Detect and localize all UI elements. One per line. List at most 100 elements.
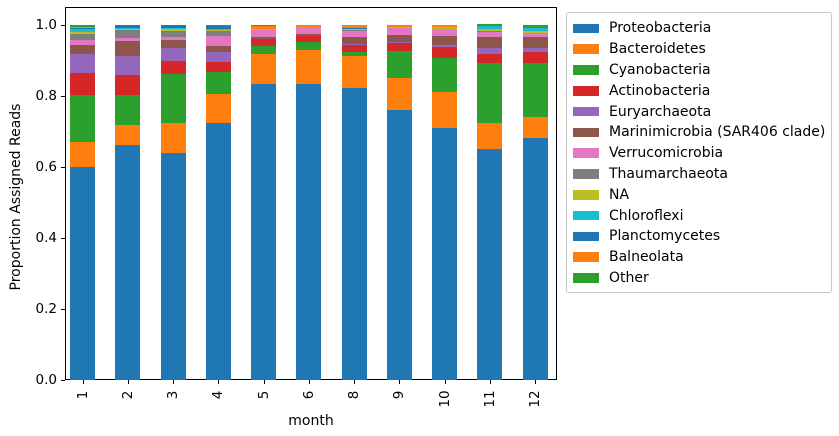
y-tick-label: 0.4 — [35, 230, 57, 246]
bar-segment — [522, 116, 548, 138]
legend-swatch — [573, 86, 599, 96]
bar-segment — [251, 29, 276, 38]
bar-segment — [477, 122, 503, 149]
legend-swatch — [573, 252, 599, 262]
bar-segment — [115, 29, 141, 31]
legend-label: Proteobacteria — [609, 20, 712, 37]
x-tick-label: 9 — [391, 390, 408, 400]
bar-segment — [115, 55, 141, 76]
x-tick-label: 1 — [74, 390, 91, 400]
bar-segment — [70, 95, 95, 143]
bar-segment — [205, 51, 231, 62]
bar-segment — [432, 27, 457, 29]
x-tick-label: 3 — [165, 390, 181, 400]
bar-segment — [115, 37, 141, 41]
legend-label: Other — [609, 269, 649, 286]
bar-segment — [205, 25, 231, 29]
bar-segment — [251, 37, 276, 39]
bar-segment — [522, 137, 548, 380]
bar-segment — [522, 25, 548, 28]
bar-segment — [160, 25, 186, 28]
x-tick-label: 12 — [527, 390, 543, 408]
bar-segment — [115, 25, 141, 28]
bar-segment — [341, 55, 367, 88]
legend-item: Bacteroidetes — [573, 39, 831, 60]
bar-segment — [205, 122, 231, 380]
y-axis-label: Proportion Assigned Reads — [8, 103, 24, 291]
bar-segment — [70, 27, 95, 29]
x-tick-mark — [218, 380, 220, 384]
legend-item: Chloroflexi — [573, 205, 831, 226]
bar-segment — [341, 37, 367, 45]
bar-segment — [477, 148, 503, 380]
bar-segment — [341, 87, 367, 380]
legend-swatch — [573, 169, 599, 179]
legend-label: Balneolata — [609, 249, 684, 266]
legend-label: Euryarchaeota — [609, 103, 712, 120]
bar-segment — [386, 78, 412, 111]
y-tick-mark — [61, 25, 65, 26]
legend-item: Balneolata — [573, 247, 831, 268]
bar-segment — [251, 53, 276, 84]
bar-segment — [160, 61, 186, 75]
legend-item: Verrucomicrobia — [573, 143, 831, 164]
legend-label: Verrucomicrobia — [609, 145, 724, 162]
x-tick-mark — [489, 380, 491, 384]
bar-segment — [477, 30, 503, 33]
bar-segment — [522, 30, 548, 33]
bar-segment — [477, 23, 503, 27]
bar-segment — [205, 45, 231, 52]
bar-segment — [386, 110, 412, 380]
bar-segment — [251, 83, 276, 380]
bar-segment — [432, 28, 457, 36]
bar-segment — [115, 125, 141, 145]
bar-segment — [160, 37, 186, 40]
bar-segment — [296, 33, 322, 36]
bar-segment — [432, 25, 457, 28]
bar-segment — [522, 48, 548, 52]
bar-segment — [432, 127, 457, 380]
bar-segment — [341, 28, 367, 30]
bar-segment — [386, 28, 412, 36]
bar-segment — [115, 27, 141, 30]
bar-segment — [296, 49, 322, 84]
bar-segment — [386, 42, 412, 44]
bar-segment — [205, 30, 231, 36]
bar-segment — [386, 25, 412, 27]
bar-segment — [432, 44, 457, 48]
bar-segment — [341, 44, 367, 52]
x-tick-mark — [308, 380, 310, 384]
legend-label: NA — [609, 186, 630, 203]
bar-segment — [115, 40, 141, 56]
bar-segment — [432, 58, 457, 93]
legend-item: Planctomycetes — [573, 226, 831, 247]
bar-segment — [115, 75, 141, 95]
bar-segment — [296, 83, 322, 380]
bar-segment — [70, 31, 95, 34]
bar-segment — [296, 42, 322, 50]
legend-item: Euryarchaeota — [573, 101, 831, 122]
bar-segment — [70, 53, 95, 73]
bar-segment — [341, 28, 367, 29]
bar-segment — [341, 25, 367, 29]
bar-segment — [205, 29, 231, 31]
x-tick-mark — [354, 380, 355, 384]
x-tick-label: 11 — [481, 390, 498, 408]
bar-segment — [70, 25, 95, 28]
legend-swatch — [573, 273, 599, 283]
bar-segment — [386, 35, 412, 43]
legend-item: NA — [573, 184, 831, 205]
bar-segment — [432, 47, 457, 58]
legend-label: Planctomycetes — [609, 228, 721, 245]
bar-segment — [205, 93, 231, 123]
y-tick-label: 0.2 — [35, 301, 57, 317]
legend-label: Thaumarchaeota — [609, 165, 728, 182]
x-tick-mark — [82, 380, 84, 384]
bar-segment — [115, 30, 141, 38]
bar-segment — [477, 62, 503, 123]
x-tick-mark — [127, 380, 129, 384]
bar-segment — [432, 35, 457, 45]
bar-segment — [296, 36, 322, 43]
legend-label: Marinimicrobia (SAR406 clade) — [609, 124, 826, 141]
bar-segment — [251, 25, 276, 26]
